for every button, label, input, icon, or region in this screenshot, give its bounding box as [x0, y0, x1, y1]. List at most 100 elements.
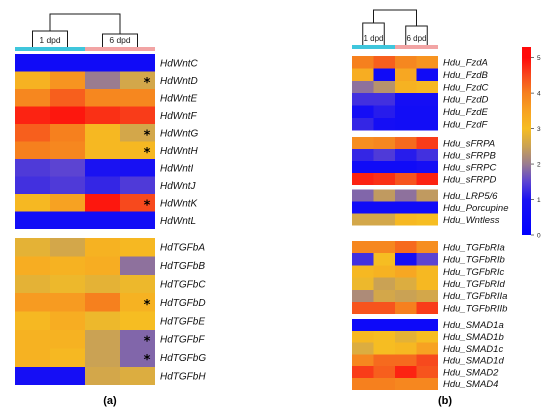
heatmap-cell — [373, 173, 396, 185]
heatmap-cell — [15, 71, 51, 90]
heatmap-cell — [395, 93, 417, 107]
row-label: Hdu_Porcupine — [443, 203, 509, 214]
heatmap-panel-a: 1 dpd 6 dpd HdWntC HdWntD * HdWntE HdWntF HdWnt… — [15, 13, 206, 407]
heatmap-cell — [373, 302, 396, 315]
group-color-bar — [85, 47, 155, 51]
heatmap-cell — [416, 213, 438, 226]
heatmap-cell — [352, 265, 374, 279]
row-label: Hdu_SMAD2 — [443, 367, 499, 378]
row-label: Hdu_Wntless — [443, 215, 500, 226]
heatmap-cell — [50, 311, 86, 331]
heatmap-cell — [50, 106, 86, 125]
heatmap-cell — [85, 238, 121, 257]
heatmap-cell — [352, 289, 374, 303]
heatmap-cell — [50, 124, 86, 142]
heatmap-cell — [15, 194, 51, 212]
heatmap-cell — [85, 106, 121, 125]
heatmap-cell — [373, 265, 396, 279]
heatmap-cell — [395, 265, 417, 279]
heatmap-cell — [395, 342, 417, 355]
significance-marker: * — [144, 76, 151, 91]
heatmap-cell — [373, 342, 396, 355]
heatmap-cell — [373, 149, 396, 162]
dendrogram-branch — [373, 9, 417, 26]
heatmap-cell — [395, 241, 417, 254]
heatmap-cell — [120, 311, 155, 331]
heatmap-cell — [416, 253, 438, 266]
heatmap-cell — [395, 201, 417, 214]
row-label: HdWntH — [160, 146, 199, 157]
heatmap-cell — [416, 137, 438, 150]
significance-marker: * — [144, 198, 151, 213]
heatmap-cell — [395, 277, 417, 291]
colorbar-gradient — [522, 47, 531, 235]
row-label: Hdu_FzdC — [443, 82, 489, 93]
heatmap-cell — [15, 311, 51, 331]
heatmap-cell — [50, 211, 86, 229]
heatmap-cell — [416, 330, 438, 344]
group-label: 6 dpd — [406, 34, 426, 43]
colorbar-tick-label: 4 — [537, 90, 541, 97]
heatmap-cell — [85, 176, 121, 195]
heatmap-cell — [50, 293, 86, 313]
heatmap-cell — [373, 68, 396, 82]
heatmap-cell — [373, 241, 396, 254]
heatmap-cell — [120, 330, 155, 349]
row-label: HdTGFbA — [160, 243, 205, 254]
heatmap-cell — [395, 118, 417, 131]
heatmap-cell — [373, 330, 396, 344]
heatmap-cell — [352, 253, 374, 266]
panel-label: (a) — [103, 395, 117, 407]
row-label: HdWntF — [160, 111, 198, 122]
row-label: Hdu_sFRPC — [443, 162, 496, 173]
row-label: Hdu_TGFbRIIa — [443, 291, 507, 302]
heatmap-cell — [395, 105, 417, 119]
heatmap-cell — [85, 330, 121, 349]
row-label: HdTGFbE — [160, 316, 205, 327]
heatmap-cell — [85, 124, 121, 142]
heatmap-cell — [50, 159, 86, 177]
heatmap-cell — [416, 68, 438, 82]
row-label: Hdu_sFRPB — [443, 150, 496, 161]
heatmap-cell — [120, 89, 155, 107]
row-label: Hdu_sFRPD — [443, 174, 496, 185]
panel-label: (b) — [438, 395, 452, 407]
row-label: HdWntI — [160, 163, 194, 174]
heatmap-cell — [352, 330, 374, 344]
heatmap-cell — [395, 302, 417, 315]
heatmap-cell — [15, 211, 51, 229]
heatmap-cell — [416, 378, 438, 390]
heatmap-cell — [15, 256, 51, 276]
heatmap-cell — [373, 93, 396, 107]
significance-marker: * — [144, 146, 151, 161]
heatmap-cell — [352, 93, 374, 107]
heatmap-cell — [395, 137, 417, 150]
heatmap-cell — [50, 348, 86, 368]
heatmap-cell — [373, 378, 396, 390]
heatmap-cell — [373, 161, 396, 174]
heatmap-cell — [416, 201, 438, 214]
heatmap-cell — [352, 277, 374, 291]
heatmap-cell — [15, 238, 51, 257]
heatmap-cell — [50, 89, 86, 107]
heatmap-cell — [373, 118, 396, 131]
heatmap-cell — [15, 54, 51, 72]
row-label: Hdu_FzdA — [443, 58, 488, 69]
heatmap-cell — [352, 105, 374, 119]
heatmap-cell — [373, 277, 396, 291]
heatmap-cell — [50, 194, 86, 212]
heatmap-cell — [373, 289, 396, 303]
heatmap-cell — [352, 137, 374, 150]
heatmap-cell — [395, 289, 417, 303]
heatmap-cell — [416, 289, 438, 303]
row-label: Hdu_TGFbRIa — [443, 242, 505, 253]
row-label: Hdu_SMAD1b — [443, 332, 504, 343]
heatmap-cell — [50, 176, 86, 195]
heatmap-cell — [15, 293, 51, 313]
heatmap-cell — [352, 342, 374, 355]
group-color-bar — [15, 47, 85, 51]
heatmap-cell — [50, 256, 86, 276]
heatmap-cell — [395, 319, 417, 332]
heatmap-cell — [352, 302, 374, 315]
